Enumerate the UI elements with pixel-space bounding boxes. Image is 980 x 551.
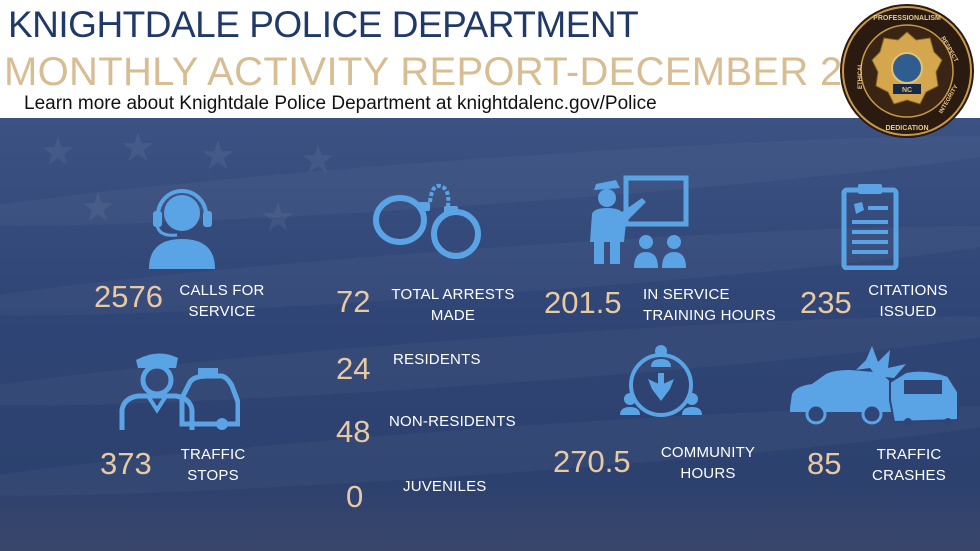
website-link-text[interactable]: Learn more about Knightdale Police Depar… (24, 93, 657, 114)
community-hours-value: 270.5 (553, 444, 631, 479)
community-hours-label: COMMUNITY HOURS (655, 442, 761, 484)
training-hours-label: IN SERVICE TRAINING HOURS (643, 284, 776, 326)
police-badge-seal: NC PROFESSIONALISM RESPECT INTEGRITY DED… (840, 4, 974, 138)
headset-operator-icon (149, 189, 215, 269)
calls-for-service-label: CALLS FOR SERVICE (176, 280, 268, 322)
label-line: TRAFFIC (876, 446, 942, 463)
car-crash-icon (790, 346, 959, 426)
label-line: COMMUNITY (660, 444, 756, 461)
label-line: SERVICE (188, 303, 256, 320)
traffic-stops-label: TRAFFIC STOPS (175, 444, 251, 486)
traffic-crashes-value: 85 (807, 446, 842, 481)
panel-shade (0, 481, 980, 551)
label-line: TOTAL ARRESTS (391, 286, 515, 303)
total-arrests-label: TOTAL ARRESTS MADE (388, 284, 518, 326)
department-title: KNIGHTDALE POLICE DEPARTMENT (8, 4, 639, 45)
label-line: ISSUED (879, 303, 937, 320)
calls-for-service-value: 2576 (94, 279, 163, 314)
label-line: CITATIONS (868, 282, 948, 299)
star-icon: ★ (40, 130, 76, 174)
residents-value: 24 (336, 351, 371, 386)
stats-panel: ★ ★ ★ ★ ★ ★ ★ (0, 118, 980, 551)
label-line: STOPS (187, 467, 239, 484)
badge-state: NC (902, 87, 912, 94)
label-line: TRAFFIC (180, 446, 246, 463)
star-icon: ★ (300, 138, 336, 182)
traffic-stops-value: 373 (100, 446, 152, 481)
handcuffs-icon (373, 183, 481, 259)
citations-label: CITATIONS ISSUED (860, 280, 956, 322)
report-header: KNIGHTDALE POLICE DEPARTMENT MONTHLY ACT… (0, 0, 980, 118)
badge-bottom-word: DEDICATION (885, 125, 928, 132)
non-residents-label: NON-RESIDENTS (389, 413, 516, 430)
star-icon: ★ (120, 126, 156, 170)
non-residents-value: 48 (336, 414, 371, 449)
report-title: MONTHLY ACTIVITY REPORT-DECEMBER 2025 (4, 50, 911, 94)
residents-label: RESIDENTS (393, 351, 481, 368)
juveniles-label: JUVENILES (403, 478, 487, 495)
label-line: HOURS (680, 465, 736, 482)
citations-value: 235 (800, 285, 852, 320)
label-line: CRASHES (872, 467, 946, 484)
training-hours-value: 201.5 (544, 285, 622, 320)
traffic-crashes-label: TRAFFIC CRASHES (866, 444, 952, 486)
juveniles-value: 0 (346, 479, 364, 514)
star-icon: ★ (260, 196, 296, 240)
star-icon: ★ (80, 186, 116, 230)
star-icon: ★ (200, 134, 236, 178)
label-line: IN SERVICE (643, 286, 730, 303)
community-circle-icon (620, 345, 702, 417)
label-line: TRAINING HOURS (643, 307, 776, 324)
badge-left-word: ETHICAL (858, 63, 864, 89)
label-line: CALLS FOR (179, 282, 265, 299)
badge-top-word: PROFESSIONALISM (873, 15, 941, 22)
total-arrests-value: 72 (336, 284, 371, 319)
citation-clipboard-icon (841, 184, 899, 270)
traffic-officer-car-icon (119, 353, 240, 430)
training-instructor-icon (590, 175, 689, 268)
label-line: MADE (430, 307, 476, 324)
